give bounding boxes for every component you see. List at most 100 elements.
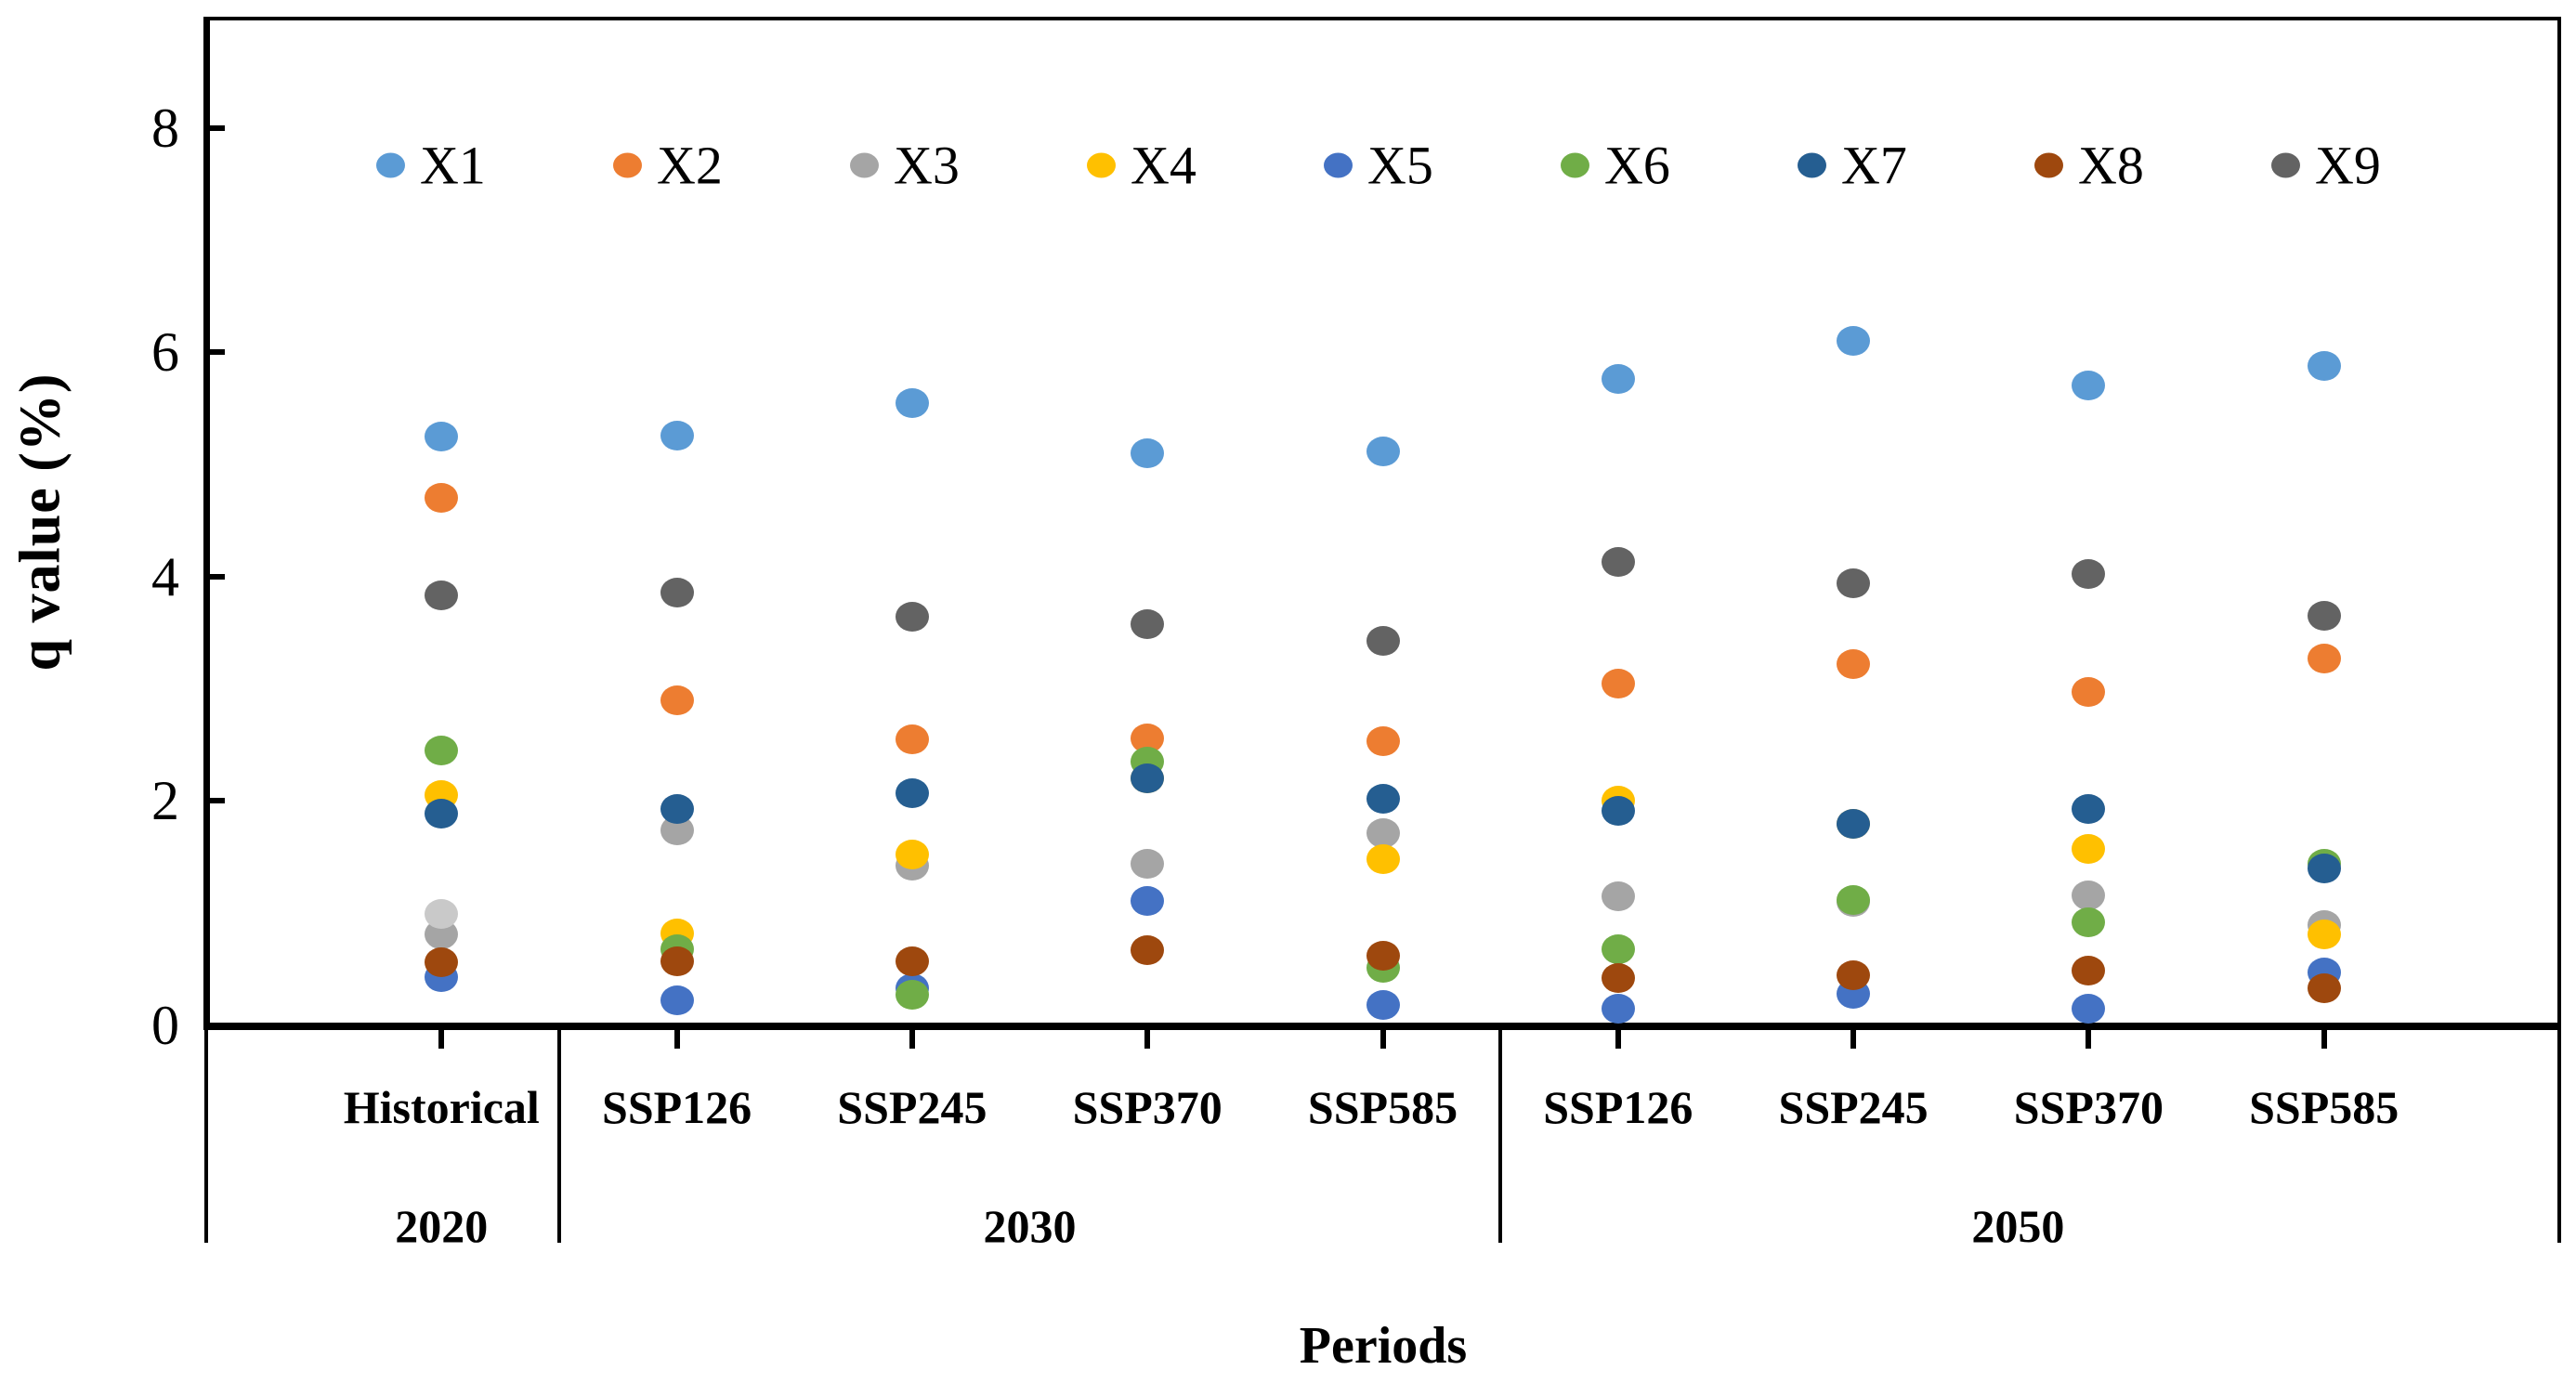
legend-marker-x6 — [1561, 152, 1589, 178]
data-point-x1 — [425, 421, 459, 451]
y-axis-title: q value (%) — [8, 373, 74, 672]
x-column-tick — [1144, 1026, 1151, 1049]
x-column-tick — [2321, 1026, 2327, 1049]
data-point-x7 — [895, 777, 929, 808]
data-point-x2 — [660, 685, 694, 715]
data-point-x8 — [1837, 959, 1871, 990]
legend-marker-x8 — [2034, 152, 2063, 178]
legend-item-x6: X6 — [1561, 135, 1670, 197]
y-tick-mark — [206, 124, 225, 131]
x-axis-title-text: Periods — [1299, 1317, 1468, 1375]
data-point-x1 — [2307, 350, 2341, 381]
data-point-x8 — [895, 946, 929, 977]
legend-item-x1: X1 — [376, 135, 486, 197]
category-label: SSP585 — [1307, 1081, 1458, 1133]
year-group-label: 2020 — [395, 1200, 489, 1252]
x-column-tick — [2086, 1026, 2092, 1049]
data-point-x7 — [1837, 808, 1871, 839]
data-point-x2 — [1601, 668, 1635, 698]
data-point-x3 — [1131, 849, 1165, 880]
year-group-label: 2050 — [1971, 1200, 2065, 1252]
category-label: Historical — [343, 1081, 540, 1133]
data-point-x9 — [425, 581, 459, 611]
data-point-x3 — [1366, 818, 1400, 849]
legend-label: X8 — [2078, 135, 2144, 196]
y-tick-label: 8 — [151, 97, 179, 159]
data-point-x8 — [1601, 963, 1635, 994]
legend-marker-x9 — [2271, 152, 2300, 178]
label-band-right-edge — [2557, 1026, 2561, 1243]
y-tick-mark — [206, 349, 225, 356]
legend-label: X5 — [1367, 135, 1433, 196]
data-point-x1 — [2072, 371, 2106, 401]
data-point-x4 — [895, 840, 929, 870]
data-point-x4 — [1366, 844, 1400, 875]
data-point-x5 — [660, 985, 694, 1016]
legend-label: X9 — [2315, 135, 2381, 196]
x-column-tick — [438, 1026, 445, 1049]
data-point-x1 — [660, 420, 694, 450]
data-point-x9 — [2307, 601, 2341, 632]
legend-marker-x2 — [613, 152, 642, 178]
legend-item-x3: X3 — [850, 135, 960, 197]
data-point-x1 — [1366, 436, 1400, 466]
data-point-x5 — [1366, 990, 1400, 1021]
legend-marker-x7 — [1798, 152, 1826, 178]
data-point-x1 — [1131, 437, 1165, 468]
data-point-x6 — [425, 736, 459, 766]
data-point-x7 — [660, 793, 694, 824]
x-column-tick — [1380, 1026, 1386, 1049]
plot-border-top — [203, 17, 2561, 20]
data-point-x8 — [425, 947, 459, 978]
y-tick-mark — [206, 573, 225, 580]
data-point-x2 — [2072, 677, 2106, 708]
plot-border-right — [2557, 17, 2561, 1030]
data-point-x9 — [1131, 608, 1165, 639]
data-point-x6 — [895, 980, 929, 1011]
data-point-x4 — [2307, 920, 2341, 950]
legend-item-x5: X5 — [1324, 135, 1433, 197]
data-point-x9 — [660, 577, 694, 607]
legend-label: X6 — [1604, 135, 1670, 196]
data-point-x6 — [1837, 884, 1871, 915]
data-point-x8 — [1366, 941, 1400, 972]
data-point-x2 — [1366, 726, 1400, 757]
y-axis-line — [203, 17, 210, 1030]
data-point-x1 — [1601, 364, 1635, 395]
x-column-tick — [909, 1026, 915, 1049]
data-point-x7 — [1366, 783, 1400, 814]
legend-marker-x1 — [376, 152, 405, 178]
legend-label: X4 — [1131, 135, 1196, 196]
x-column-tick — [673, 1026, 680, 1049]
data-point-x8 — [2072, 955, 2106, 985]
legend-marker-x3 — [850, 152, 879, 178]
data-point-x2 — [425, 483, 459, 514]
label-band-left-edge — [204, 1026, 208, 1243]
data-point-x7 — [2072, 793, 2106, 824]
legend-marker-x5 — [1324, 152, 1353, 178]
category-label: SSP370 — [1072, 1081, 1223, 1133]
category-label: SSP245 — [1778, 1081, 1929, 1133]
legend-marker-x4 — [1087, 152, 1116, 178]
data-point-x5 — [1131, 885, 1165, 916]
year-group-label: 2030 — [983, 1200, 1077, 1252]
data-point-x1 — [1837, 326, 1871, 357]
data-point-x9 — [1837, 568, 1871, 599]
data-point-x9 — [2072, 559, 2106, 590]
legend-label: X7 — [1841, 135, 1907, 196]
data-point-x7 — [1601, 796, 1635, 827]
data-point-x7 — [425, 798, 459, 828]
legend-label: X3 — [894, 135, 960, 196]
data-point-x9 — [1366, 625, 1400, 656]
data-point-x7 — [1131, 763, 1165, 794]
data-point-x5 — [2072, 993, 2106, 1024]
data-point-x2 — [1837, 649, 1871, 680]
legend-label: X1 — [420, 135, 486, 196]
y-tick-label: 0 — [151, 995, 179, 1056]
x-column-tick — [1850, 1026, 1857, 1049]
y-tick-mark — [206, 798, 225, 804]
legend-item-x7: X7 — [1798, 135, 1907, 197]
y-tick-label: 2 — [151, 770, 179, 832]
y-tick-mark — [206, 1023, 225, 1028]
